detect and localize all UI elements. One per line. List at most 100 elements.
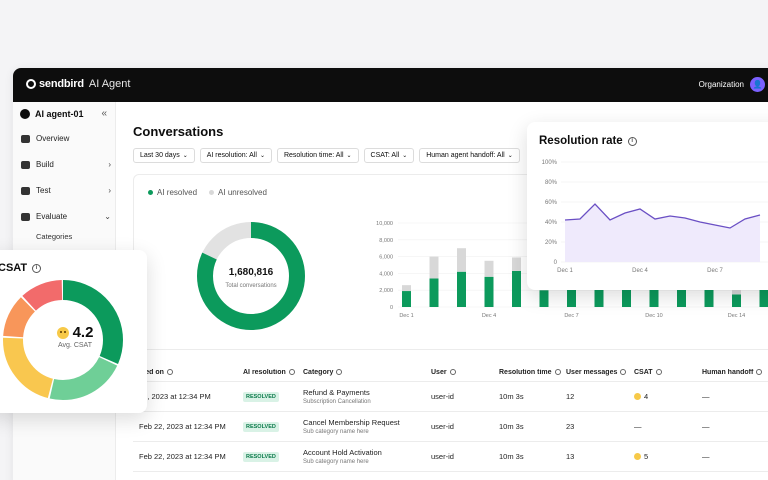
logo[interactable]: sendbird AI Agent [26,78,130,90]
bar-ai-unresolved[interactable] [484,260,494,277]
sidebar-item-evaluate[interactable]: Evaluate ⌄ [21,212,111,221]
donut-resolved-arc [197,222,305,330]
header-label: Human handoff [702,369,754,376]
bar-ai-resolved[interactable] [622,287,631,307]
bar-ai-resolved[interactable] [457,271,466,307]
header-label: ated on [139,369,164,376]
bar-ai-resolved[interactable] [649,286,659,307]
filter-resolution-time[interactable]: Resolution time: All ⌄ [276,148,359,163]
info-icon [336,369,343,375]
x-tick-label: Dec 10 [645,313,662,319]
bar-ai-resolved[interactable] [704,287,714,307]
resolution-rate-title-label: Resolution rate [539,135,623,147]
header-ai-resolution[interactable]: AI resolution [243,369,303,376]
legend-item-ai-unresolved[interactable]: AI unresolved [209,188,267,197]
organization-label: Organization [698,80,744,89]
filter-date-range[interactable]: Last 30 days ⌄ [133,148,195,163]
header-user[interactable]: User [431,369,499,376]
y-tick-label: 2,000 [379,288,393,294]
avatar[interactable]: 👤 [750,77,765,92]
filter-label: Last 30 days [140,152,180,159]
filter-label: AI resolution: All [206,152,257,159]
csat-card-title: CSAT i [0,262,42,274]
header-user-messages[interactable]: User messages [566,369,634,376]
sidebar-item-test[interactable]: Test › [21,186,111,195]
info-icon[interactable]: i [627,136,637,146]
table-row[interactable]: 22, 2023 at 12:34 PM RESOLVED Refund & P… [133,382,768,412]
header-label: Resolution time [499,369,552,376]
user-icon: 👤 [752,80,763,89]
x-tick-label: Dec 4 [632,268,648,274]
chart-legend: AI resolved AI unresolved [148,188,279,197]
agent-selector[interactable]: AI agent-01 [20,109,84,119]
chevron-down-icon: ⌄ [104,212,111,221]
bar-ai-resolved[interactable] [402,291,411,307]
legend-label: AI unresolved [218,188,267,197]
csat-slice-3[interactable] [3,280,123,400]
legend-dot-icon [209,190,215,195]
bar-ai-resolved[interactable] [732,294,741,307]
filter-csat[interactable]: CSAT: All ⌄ [363,148,415,163]
info-icon [449,369,456,375]
sidebar-subitem-categories[interactable]: Categories [36,232,73,241]
page-title: Conversations [133,124,224,139]
csat-slice-5[interactable] [3,280,123,400]
info-icon [554,369,561,375]
info-icon [655,369,662,375]
agent-icon [20,109,30,119]
bar-ai-resolved[interactable] [512,270,521,307]
bar-ai-resolved[interactable] [539,290,549,307]
sendbird-logo-icon [26,79,36,89]
csat-value: 4 [644,392,649,401]
evaluate-icon [21,212,30,221]
y-tick-label: 0 [390,305,393,311]
header-csat[interactable]: CSAT [634,369,702,376]
cell-resolution-time: 10m 3s [499,422,524,431]
resolution-rate-card: Resolution rate i 100% 80% 60% 40% 20% 0 Dec 1… [527,122,768,290]
filter-label: Resolution time: All [283,152,344,159]
header-created-on[interactable]: ated on [133,369,243,376]
csat-average-value: 4.2 [72,324,94,341]
legend-item-ai-resolved[interactable]: AI resolved [148,188,197,197]
y-tick-label: 0 [554,260,558,266]
y-tick-label: 8,000 [379,238,393,244]
csat-average-label: Avg. CSAT [58,342,92,349]
table-row[interactable]: Feb 22, 2023 at 12:34 PM RESOLVED Accoun… [133,442,768,472]
chevron-down-icon: ⌄ [259,153,265,159]
bar-ai-resolved[interactable] [484,276,494,307]
organization-menu[interactable]: Organization 👤 [699,77,765,92]
table-row[interactable]: Feb 22, 2023 at 12:34 PM RESOLVED Cancel… [133,412,768,442]
total-value: 1,680,816 [229,267,274,278]
cell-user: user-id [431,392,454,401]
test-icon [21,186,30,195]
bar-ai-unresolved[interactable] [429,256,439,279]
bar-ai-unresolved[interactable] [457,248,466,272]
csat-slice-4[interactable] [3,280,123,400]
resolution-rate-line[interactable] [564,203,761,229]
info-icon[interactable]: i [32,263,42,273]
filter-ai-resolution[interactable]: AI resolution: All ⌄ [199,148,272,163]
bar-ai-resolved[interactable] [567,287,576,307]
sidebar-item-build[interactable]: Build › [21,160,111,169]
cell-resolution-time: 10m 3s [499,452,524,461]
bar-ai-unresolved[interactable] [512,257,521,271]
filter-label: Human agent handoff: All [426,152,505,159]
bar-ai-resolved[interactable] [677,287,686,307]
filter-human-handoff[interactable]: Human agent handoff: All ⌄ [419,148,520,163]
bar-ai-resolved[interactable] [429,278,439,307]
header-resolution-time[interactable]: Resolution time [499,369,566,376]
header-human-handoff[interactable]: Human handoff [702,369,768,376]
bar-ai-unresolved[interactable] [402,285,411,292]
resolution-rate-line-chart: 100% 80% 60% 40% 20% 0 Dec 1 Dec 4 Dec 7 [542,160,768,274]
y-tick-label: 100% [542,160,558,166]
cell-user-messages: 13 [566,452,575,461]
y-tick-label: 60% [545,200,558,206]
cell-resolution-time: 10m 3s [499,392,524,401]
bar-ai-resolved[interactable] [759,286,768,307]
resolution-rate-area [565,204,760,262]
header-category[interactable]: Category [303,369,431,376]
bar-ai-resolved[interactable] [594,286,604,307]
collapse-sidebar-icon[interactable]: « [101,108,107,119]
filter-label: CSAT: All [370,152,400,159]
sidebar-item-overview[interactable]: Overview [21,134,111,143]
